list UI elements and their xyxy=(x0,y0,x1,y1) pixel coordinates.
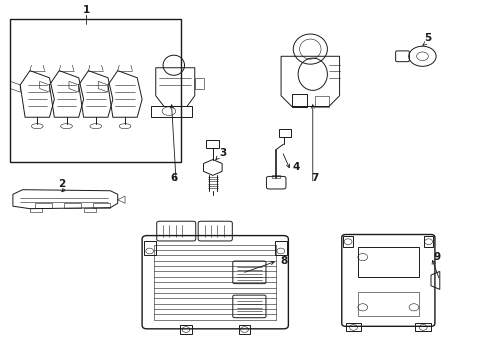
Bar xyxy=(415,323,430,331)
Bar xyxy=(345,323,361,331)
Bar xyxy=(206,140,219,148)
Bar xyxy=(180,325,191,334)
Bar xyxy=(151,106,192,117)
Text: 4: 4 xyxy=(291,162,299,172)
Text: 9: 9 xyxy=(433,252,440,262)
Text: 3: 3 xyxy=(219,148,226,158)
Bar xyxy=(64,203,81,208)
Bar xyxy=(83,208,96,212)
Bar xyxy=(291,94,307,107)
Bar xyxy=(357,292,418,316)
Text: 1: 1 xyxy=(82,5,89,15)
Bar xyxy=(194,78,203,89)
Bar xyxy=(423,236,432,247)
Bar xyxy=(93,203,110,208)
Bar xyxy=(357,247,418,277)
Bar xyxy=(315,96,328,107)
Text: 6: 6 xyxy=(170,173,177,183)
Bar xyxy=(30,208,42,212)
Text: 7: 7 xyxy=(311,173,318,183)
Bar xyxy=(274,241,286,255)
Bar xyxy=(35,203,52,208)
Bar xyxy=(143,241,156,255)
Text: 8: 8 xyxy=(279,256,286,266)
Bar xyxy=(278,129,290,137)
Bar xyxy=(10,19,181,162)
Bar xyxy=(272,175,280,178)
Text: 2: 2 xyxy=(58,179,65,189)
Text: 5: 5 xyxy=(423,33,430,43)
Bar xyxy=(238,325,250,334)
Bar xyxy=(343,236,352,247)
